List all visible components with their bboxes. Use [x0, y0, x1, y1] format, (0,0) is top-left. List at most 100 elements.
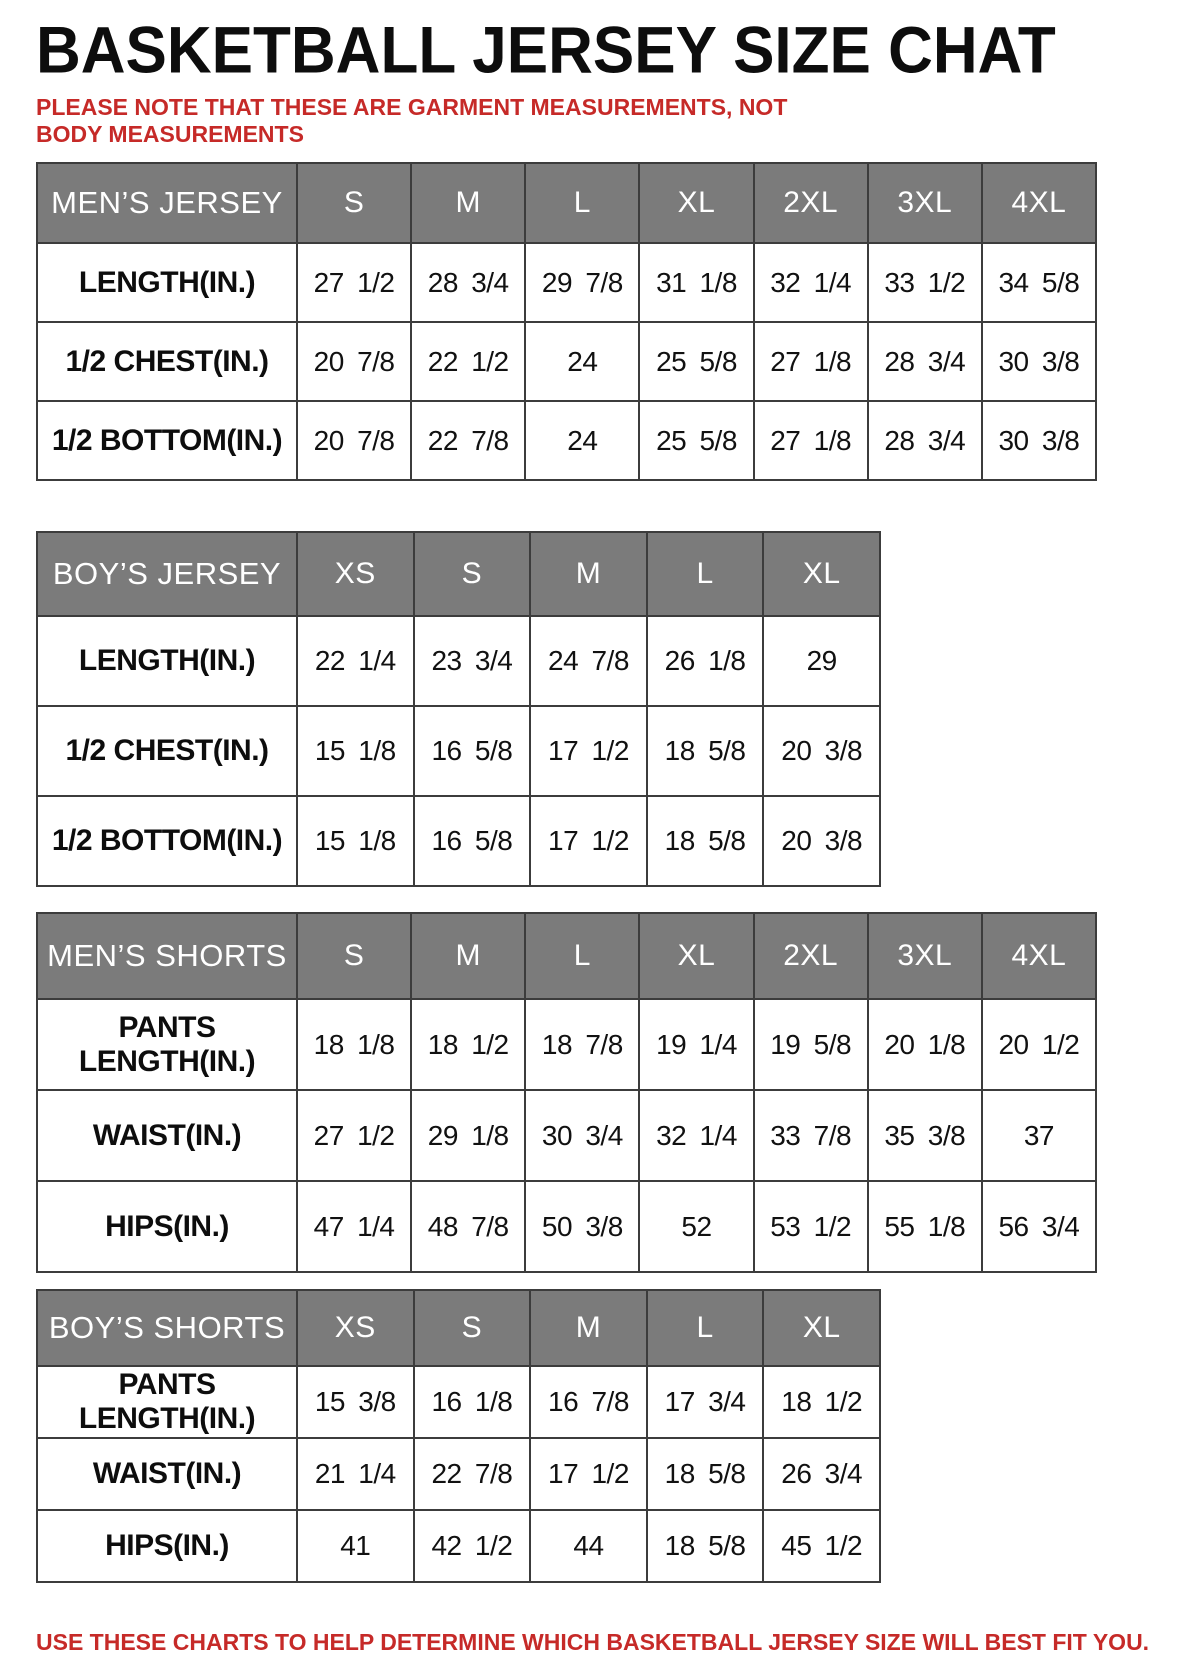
value-cell: 26 3/4 — [762, 1437, 881, 1511]
size-col-header: 2XL — [752, 162, 869, 244]
value-cell: 44 — [529, 1509, 648, 1583]
table-row: WAIST(IN.) 21 1/4 22 7/8 17 1/2 18 5/8 2… — [36, 1437, 881, 1511]
size-col-header: XL — [638, 912, 755, 1000]
table-title: MEN’S SHORTS — [36, 912, 298, 1000]
table-row: HIPS(IN.) 41 42 1/2 44 18 5/8 45 1/2 — [36, 1509, 881, 1583]
size-col-header: M — [529, 531, 648, 617]
value-cell: 15 1/8 — [296, 795, 415, 887]
size-col-header: L — [645, 1289, 765, 1367]
mens-shorts-table: MEN’S SHORTS S M L XL 2XL 3XL 4XL PANTS … — [36, 912, 1098, 1273]
value-cell: 20 3/8 — [762, 705, 881, 797]
value-cell: 16 1/8 — [412, 1365, 532, 1439]
value-cell: 20 7/8 — [295, 400, 413, 481]
value-cell: 20 3/8 — [762, 795, 881, 887]
boys-jersey-table: BOY’S JERSEY XS S M L XL LENGTH(IN.) 22 … — [36, 531, 881, 887]
value-cell: 20 1/2 — [980, 998, 1098, 1091]
table-title: MEN’S JERSEY — [36, 162, 298, 244]
row-label: LENGTH(IN.) — [36, 242, 298, 323]
value-cell: 18 5/8 — [645, 1509, 765, 1583]
header-row: BOY’S SHORTS XS S M L XL — [36, 1289, 881, 1367]
value-cell: 27 1/2 — [295, 1089, 413, 1182]
value-cell: 17 3/4 — [645, 1365, 765, 1439]
value-cell: 42 1/2 — [412, 1509, 532, 1583]
size-col-header: L — [524, 912, 641, 1000]
value-cell: 55 1/8 — [866, 1180, 983, 1273]
value-cell: 48 7/8 — [410, 1180, 527, 1273]
boys-shorts-table: BOY’S SHORTS XS S M L XL PANTS LENGTH(IN… — [36, 1289, 881, 1583]
size-col-header: XL — [762, 531, 881, 617]
value-cell: 17 1/2 — [529, 705, 648, 797]
size-col-header: XL — [638, 162, 755, 244]
row-label: 1/2 BOTTOM(IN.) — [36, 400, 298, 481]
size-col-header: 4XL — [980, 912, 1098, 1000]
value-cell: 27 1/8 — [752, 400, 869, 481]
size-col-header: M — [410, 912, 527, 1000]
value-cell: 29 7/8 — [524, 242, 641, 323]
value-cell: 22 1/4 — [296, 615, 415, 707]
value-cell: 18 5/8 — [645, 1437, 765, 1511]
table-row: HIPS(IN.) 47 1/4 48 7/8 50 3/8 52 53 1/2… — [36, 1180, 1098, 1273]
size-col-header: XS — [296, 1289, 415, 1367]
value-cell: 17 1/2 — [529, 795, 648, 887]
value-cell: 20 7/8 — [295, 321, 413, 402]
value-cell: 19 5/8 — [752, 998, 869, 1091]
value-cell: 18 7/8 — [524, 998, 641, 1091]
size-col-header: L — [645, 531, 765, 617]
table-row: LENGTH(IN.) 22 1/4 23 3/4 24 7/8 26 1/8 … — [36, 615, 881, 707]
value-cell: 32 1/4 — [752, 242, 869, 323]
value-cell: 24 7/8 — [529, 615, 648, 707]
value-cell: 33 7/8 — [752, 1089, 869, 1182]
value-cell: 30 3/4 — [524, 1089, 641, 1182]
value-cell: 25 5/8 — [638, 400, 755, 481]
row-label: LENGTH(IN.) — [36, 615, 298, 707]
value-cell: 27 1/2 — [295, 242, 413, 323]
value-cell: 27 1/8 — [752, 321, 869, 402]
value-cell: 41 — [296, 1509, 415, 1583]
size-col-header: S — [295, 912, 413, 1000]
row-label: PANTS LENGTH(IN.) — [36, 1365, 298, 1439]
value-cell: 33 1/2 — [866, 242, 983, 323]
value-cell: 22 1/2 — [410, 321, 527, 402]
value-cell: 18 1/8 — [295, 998, 413, 1091]
table-row: 1/2 CHEST(IN.) 15 1/8 16 5/8 17 1/2 18 5… — [36, 705, 881, 797]
value-cell: 22 7/8 — [410, 400, 527, 481]
value-cell: 18 5/8 — [645, 795, 765, 887]
value-cell: 28 3/4 — [866, 400, 983, 481]
page-title: BASKETBALL JERSEY SIZE CHAT — [36, 14, 1056, 88]
header-row: MEN’S JERSEY S M L XL 2XL 3XL 4XL — [36, 162, 1098, 244]
size-col-header: 3XL — [866, 162, 983, 244]
value-cell: 23 3/4 — [412, 615, 532, 707]
table-row: 1/2 CHEST(IN.) 20 7/8 22 1/2 24 25 5/8 2… — [36, 321, 1098, 402]
size-col-header: XL — [762, 1289, 881, 1367]
size-col-header: S — [412, 531, 532, 617]
value-cell: 20 1/8 — [866, 998, 983, 1091]
value-cell: 56 3/4 — [980, 1180, 1098, 1273]
value-cell: 34 5/8 — [980, 242, 1098, 323]
value-cell: 24 — [524, 321, 641, 402]
fit-advice-note: USE THESE CHARTS TO HELP DETERMINE WHICH… — [36, 1629, 1150, 1655]
value-cell: 17 1/2 — [529, 1437, 648, 1511]
value-cell: 16 5/8 — [412, 705, 532, 797]
table-title: BOY’S SHORTS — [36, 1289, 298, 1367]
value-cell: 29 1/8 — [410, 1089, 527, 1182]
table-title: BOY’S JERSEY — [36, 531, 298, 617]
value-cell: 18 1/2 — [410, 998, 527, 1091]
value-cell: 28 3/4 — [866, 321, 983, 402]
value-cell: 31 1/8 — [638, 242, 755, 323]
row-label: WAIST(IN.) — [36, 1089, 298, 1182]
row-label: HIPS(IN.) — [36, 1509, 298, 1583]
value-cell: 52 — [638, 1180, 755, 1273]
size-col-header: 2XL — [752, 912, 869, 1000]
value-cell: 50 3/8 — [524, 1180, 641, 1273]
table-row: PANTS LENGTH(IN.) 15 3/8 16 1/8 16 7/8 1… — [36, 1365, 881, 1439]
value-cell: 16 7/8 — [529, 1365, 648, 1439]
value-cell: 15 1/8 — [296, 705, 415, 797]
value-cell: 18 1/2 — [762, 1365, 881, 1439]
row-label: PANTS LENGTH(IN.) — [36, 998, 298, 1091]
value-cell: 45 1/2 — [762, 1509, 881, 1583]
value-cell: 30 3/8 — [980, 321, 1098, 402]
value-cell: 22 7/8 — [412, 1437, 532, 1511]
value-cell: 47 1/4 — [295, 1180, 413, 1273]
table-row: WAIST(IN.) 27 1/2 29 1/8 30 3/4 32 1/4 3… — [36, 1089, 1098, 1182]
